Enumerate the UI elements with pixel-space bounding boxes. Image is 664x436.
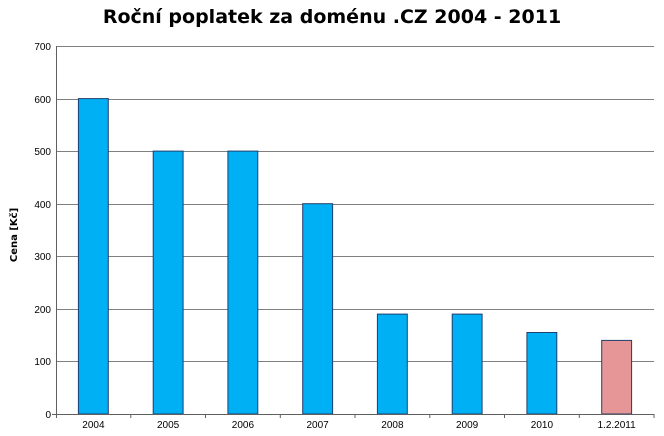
y-tick-label: 300 [34,252,51,263]
x-tick-labels: 2004 2005 2006 2007 2008 2009 2010 1.2.2011 [82,420,636,431]
x-tick-label: 2007 [306,420,329,431]
y-tick-label: 100 [34,357,51,368]
x-tick-label: 2009 [456,420,479,431]
gridlines [56,46,654,362]
x-tick-label: 2004 [82,420,105,431]
y-tick-labels: 0 100 200 300 400 500 600 700 [34,42,51,421]
x-tick-label: 1.2.2011 [598,420,637,431]
x-tick-label: 2008 [381,420,404,431]
axes [52,46,655,418]
bar-2010 [526,332,558,415]
y-tick-label: 700 [34,42,51,53]
y-tick-label: 400 [34,200,51,211]
bars [77,98,633,415]
x-tick-label: 2010 [531,420,554,431]
bar-1-2-2011 [601,339,633,415]
y-tick-label: 600 [34,95,51,106]
y-tick-label: 0 [45,410,51,421]
x-tick-label: 2005 [157,420,180,431]
bar-2006 [227,150,259,415]
bar-2007 [302,203,334,415]
x-tick-label: 2006 [232,420,255,431]
bar-2009 [451,313,483,415]
y-axis-title: Cena [Kč] [8,208,20,262]
y-tick-label: 200 [34,305,51,316]
bar-2008 [376,313,408,415]
chart-title: Roční poplatek za doménu .CZ 2004 - 2011 [102,6,562,28]
bar-2004 [77,98,109,415]
y-tick-label: 500 [34,147,51,158]
bar-2005 [152,150,184,415]
